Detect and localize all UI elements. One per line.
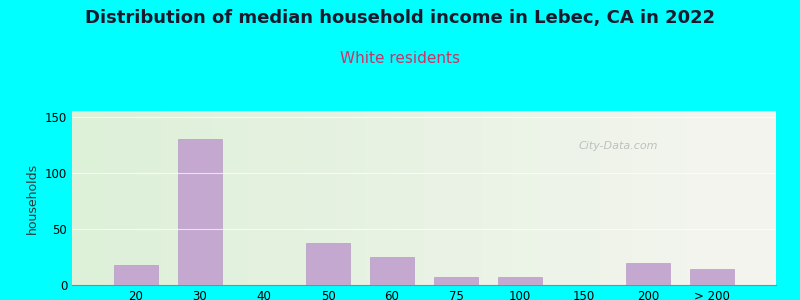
Bar: [370, 257, 414, 285]
Bar: [306, 244, 350, 285]
Bar: [626, 262, 670, 285]
Bar: [178, 139, 222, 285]
Y-axis label: households: households: [26, 162, 39, 234]
Bar: [434, 277, 478, 285]
Bar: [114, 265, 158, 285]
Text: Distribution of median household income in Lebec, CA in 2022: Distribution of median household income …: [85, 9, 715, 27]
Text: City-Data.com: City-Data.com: [579, 141, 658, 151]
Bar: [690, 269, 734, 285]
Text: White residents: White residents: [340, 51, 460, 66]
Bar: [498, 277, 542, 285]
